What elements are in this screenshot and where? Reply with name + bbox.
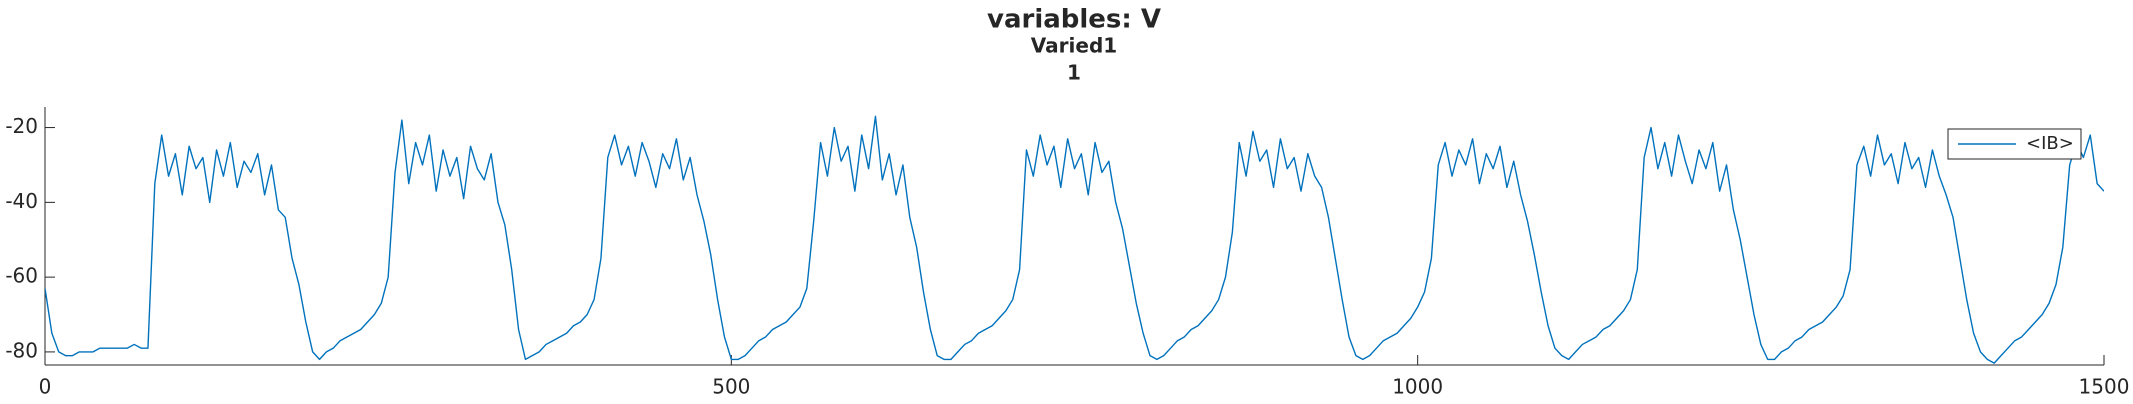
y-tick-label: -60 — [5, 264, 38, 288]
chart-title: variables: V — [987, 5, 1161, 35]
chart-subtitle: 1 — [1067, 61, 1081, 85]
y-tick-label: -20 — [5, 114, 38, 138]
data-line — [45, 115, 2104, 364]
x-tick-label: 1000 — [1392, 375, 1443, 399]
legend-label: <IB> — [2026, 133, 2074, 154]
x-tick-label: 500 — [712, 375, 750, 399]
y-tick-label: -80 — [5, 338, 38, 362]
y-tick-label: -40 — [5, 189, 38, 213]
chart-subtitle: Varied1 — [1031, 34, 1117, 58]
x-tick-label: 1500 — [2079, 375, 2130, 399]
x-tick-label: 0 — [39, 375, 52, 399]
